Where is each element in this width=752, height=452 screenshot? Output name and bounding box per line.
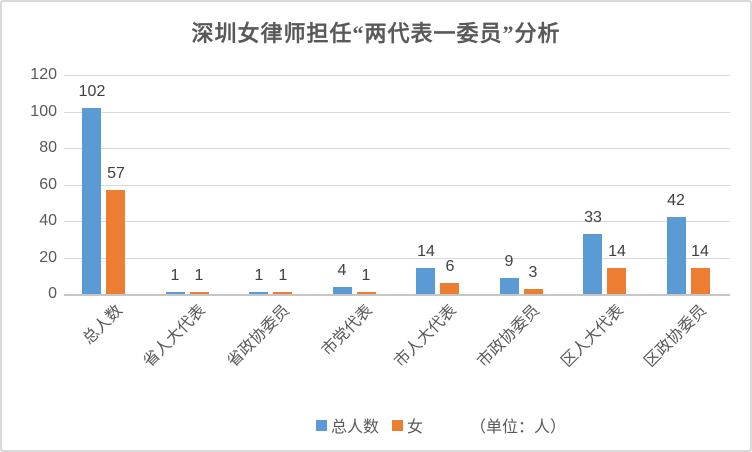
- data-label: 57: [107, 165, 125, 182]
- bar-女-市党代表: [357, 292, 376, 294]
- y-axis-tick-label: 80: [39, 139, 57, 156]
- gridline: [64, 148, 730, 149]
- bar-女-市人大代表: [440, 283, 459, 294]
- bar-总人数-省政协委员: [249, 292, 268, 294]
- data-label: 33: [584, 209, 602, 226]
- bar-总人数-区政协委员: [667, 217, 686, 294]
- y-axis-tick-label: 40: [39, 212, 57, 229]
- data-label: 42: [667, 192, 685, 209]
- bar-女-省人大代表: [190, 292, 209, 294]
- x-axis-category-label: 市党代表: [318, 302, 377, 360]
- gridline: [64, 185, 730, 186]
- bar-女-市政协委员: [524, 289, 543, 294]
- x-axis-line: [64, 294, 730, 296]
- y-axis-tick-label: 20: [39, 249, 57, 266]
- x-axis-category-label: 省政协委员: [224, 302, 293, 371]
- legend-label-total: 总人数: [331, 419, 380, 436]
- legend: 总人数 女 （单位：人）: [316, 413, 566, 437]
- data-label: 14: [608, 243, 626, 260]
- gridline: [64, 75, 730, 76]
- bar-女-省政协委员: [273, 292, 292, 294]
- data-label: 1: [278, 267, 288, 284]
- bar-女-区政协委员: [691, 268, 710, 294]
- x-axis-category-label: 市人大代表: [391, 302, 460, 371]
- x-axis-category-label: 市政协委员: [474, 302, 544, 371]
- x-axis-category-label: 区政协委员: [641, 302, 711, 371]
- bar-总人数-市政协委员: [500, 278, 519, 294]
- chart-title: 深圳女律师担任“两代表一委员”分析: [191, 21, 561, 46]
- data-label: 102: [78, 83, 106, 100]
- bar-总人数-省人大代表: [166, 292, 185, 294]
- data-label: 14: [691, 243, 709, 260]
- bar-总人数-市党代表: [333, 287, 352, 294]
- legend-swatch-female-icon: [392, 419, 404, 431]
- legend-item-female: 女: [392, 413, 423, 437]
- legend-item-total: 总人数: [316, 413, 379, 437]
- y-axis-tick-label: 120: [30, 66, 57, 83]
- gridline: [64, 112, 730, 113]
- bar-总人数-市人大代表: [416, 268, 435, 294]
- y-axis-tick-label: 60: [39, 176, 57, 193]
- bar-总人数-区人大代表: [583, 234, 602, 294]
- gridline: [64, 221, 730, 222]
- data-label: 4: [337, 262, 347, 279]
- y-axis-tick-label: 0: [48, 285, 57, 302]
- unit-label: （单位：人）: [470, 419, 567, 436]
- gridline: [64, 258, 730, 259]
- data-label: 6: [445, 258, 455, 275]
- data-label: 1: [361, 267, 371, 284]
- bar-女-总人数: [106, 190, 125, 294]
- x-axis-category-label: 省人大代表: [140, 302, 210, 371]
- data-label: 9: [504, 253, 514, 270]
- legend-label-female: 女: [407, 419, 424, 436]
- y-axis-tick-label: 100: [30, 103, 57, 120]
- legend-swatch-total-icon: [316, 419, 327, 431]
- bar-女-区人大代表: [607, 268, 626, 294]
- x-axis-category-label: 总人数: [79, 302, 126, 348]
- x-axis-category-label: 区人大代表: [558, 302, 627, 371]
- data-label: 1: [194, 267, 204, 284]
- data-label: 1: [170, 267, 180, 284]
- data-label: 1: [254, 267, 264, 284]
- bar-总人数-总人数: [82, 108, 101, 294]
- data-label: 3: [528, 264, 538, 281]
- data-label: 14: [417, 243, 435, 260]
